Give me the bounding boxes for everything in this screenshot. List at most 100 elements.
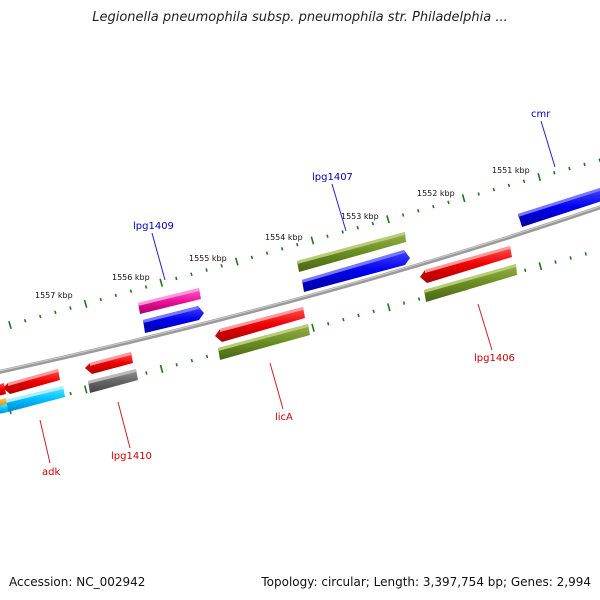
tick-mark-top bbox=[341, 230, 344, 234]
tick-mark-top bbox=[477, 192, 480, 196]
kbp-label-1551: 1551 kbp bbox=[492, 166, 530, 175]
tick-mark-top bbox=[310, 236, 315, 245]
tick-mark-bottom bbox=[538, 262, 543, 271]
tick-row-top bbox=[8, 158, 600, 330]
gene-cyan-edge[interactable] bbox=[0, 404, 8, 414]
tick-mark-top bbox=[69, 306, 72, 310]
tick-mark-top bbox=[175, 276, 178, 281]
tick-mark-bottom bbox=[387, 303, 391, 312]
tick-mark-top bbox=[99, 297, 102, 302]
gene-cmr[interactable] bbox=[518, 188, 600, 227]
gene-lpg1406-olive[interactable] bbox=[424, 264, 517, 302]
gene-licA[interactable] bbox=[218, 324, 310, 360]
tick-mark-top bbox=[144, 285, 148, 289]
tick-mark-top bbox=[371, 221, 375, 226]
tick-mark-top bbox=[583, 162, 586, 167]
leader-adk bbox=[39, 419, 51, 464]
leader-cmr bbox=[540, 120, 556, 168]
gene-label-adk: adk bbox=[42, 467, 60, 478]
tick-mark-top bbox=[265, 251, 269, 255]
accession-text: Accession: NC_002942 bbox=[9, 575, 146, 589]
tick-mark-top bbox=[83, 299, 88, 308]
topology-text: Topology: circular; Length: 3,397,754 bp… bbox=[261, 575, 591, 589]
gene-label-cmr: cmr bbox=[531, 109, 551, 120]
gene-label-lpg1406: lpg1406 bbox=[474, 353, 515, 364]
tick-mark-bottom bbox=[69, 391, 72, 396]
tick-mark-top bbox=[234, 257, 239, 266]
leader-lpg1409 bbox=[151, 232, 166, 281]
gene-adk[interactable] bbox=[6, 386, 65, 412]
tick-mark-top bbox=[447, 200, 450, 205]
gene-lpg1410-red[interactable] bbox=[85, 352, 133, 374]
tick-mark-top bbox=[522, 179, 526, 184]
tick-mark-top bbox=[8, 320, 12, 330]
tick-mark-bottom bbox=[554, 260, 557, 264]
tick-mark-bottom bbox=[372, 309, 375, 314]
tick-mark-top bbox=[356, 225, 359, 230]
tick-mark-top bbox=[492, 187, 496, 192]
tick-mark-top bbox=[205, 268, 208, 272]
tick-mark-top bbox=[114, 293, 118, 298]
gene-licA-red[interactable] bbox=[215, 307, 305, 342]
tick-mark-bottom bbox=[159, 364, 164, 374]
tick-mark-top bbox=[326, 234, 329, 238]
map-title: Legionella pneumophila subsp. pneumophil… bbox=[92, 10, 508, 25]
tick-mark-top bbox=[23, 318, 27, 323]
tick-mark-bottom bbox=[417, 297, 421, 301]
gene-lpg1410[interactable] bbox=[88, 369, 138, 393]
tick-mark-bottom bbox=[402, 301, 406, 305]
tick-mark-bottom bbox=[584, 252, 587, 256]
tick-mark-top bbox=[386, 215, 390, 224]
tick-mark-bottom bbox=[524, 268, 527, 272]
tick-mark-top bbox=[250, 255, 254, 260]
tick-mark-top bbox=[507, 183, 511, 188]
gene-label-licA: licA bbox=[275, 412, 293, 423]
genome-backbone bbox=[0, 205, 600, 374]
gene-lpg1409[interactable] bbox=[143, 306, 204, 333]
tick-mark-top bbox=[401, 213, 405, 217]
tick-mark-top bbox=[220, 264, 223, 268]
gene-label-lpg1407: lpg1407 bbox=[312, 172, 353, 183]
tick-mark-top bbox=[39, 314, 42, 319]
tick-mark-bottom bbox=[357, 313, 360, 318]
tick-mark-bottom bbox=[311, 323, 315, 332]
kbp-label-1555: 1555 kbp bbox=[189, 254, 227, 263]
tick-mark-top bbox=[537, 172, 542, 182]
gene-lpg1407-olive[interactable] bbox=[297, 232, 406, 272]
kbp-label-1557: 1557 kbp bbox=[35, 291, 73, 300]
leader-lpg1407 bbox=[331, 183, 347, 232]
leader-lpg1406 bbox=[477, 303, 493, 351]
tick-mark-bottom bbox=[175, 363, 178, 367]
kbp-label-1553: 1553 kbp bbox=[341, 212, 379, 221]
kbp-label-1556: 1556 kbp bbox=[112, 273, 150, 282]
tick-mark-top bbox=[553, 171, 556, 175]
gene-label-lpg1410: lpg1410 bbox=[111, 451, 152, 462]
tick-mark-bottom bbox=[145, 371, 148, 375]
tick-mark-bottom bbox=[569, 256, 572, 260]
leader-lpg1410 bbox=[117, 401, 131, 449]
tick-mark-bottom bbox=[342, 317, 345, 322]
tick-mark-top bbox=[129, 289, 133, 293]
tick-mark-top bbox=[417, 209, 420, 213]
tick-mark-top bbox=[568, 166, 571, 171]
tick-mark-top bbox=[54, 310, 57, 315]
tick-mark-top bbox=[296, 242, 299, 247]
tick-mark-top bbox=[280, 247, 284, 251]
tick-mark-top bbox=[159, 278, 164, 287]
tick-mark-bottom bbox=[83, 385, 88, 394]
gene-lpg1409-pink[interactable] bbox=[138, 288, 201, 314]
tick-mark-bottom bbox=[327, 322, 330, 326]
gene-adk-red[interactable] bbox=[3, 369, 60, 394]
tick-mark-bottom bbox=[205, 354, 209, 359]
kbp-label-1554: 1554 kbp bbox=[265, 233, 303, 242]
tick-mark-top bbox=[432, 204, 435, 209]
tick-mark-top bbox=[190, 272, 193, 277]
gene-lpg1407[interactable] bbox=[302, 250, 410, 292]
gene-red-edge[interactable] bbox=[0, 383, 6, 396]
leader-licA bbox=[269, 362, 284, 410]
tick-mark-top bbox=[461, 194, 466, 203]
gene-lpg1406[interactable] bbox=[420, 246, 512, 283]
kbp-label-1552: 1552 kbp bbox=[417, 189, 455, 198]
tick-mark-bottom bbox=[190, 358, 194, 363]
